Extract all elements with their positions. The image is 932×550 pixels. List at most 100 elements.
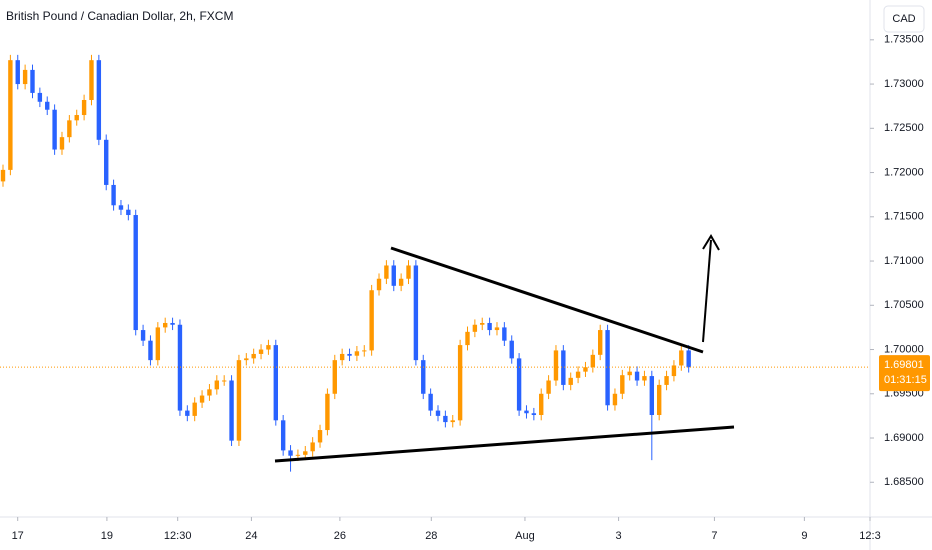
y-tick-label: 1.72000 (884, 166, 924, 178)
candle-body (104, 139, 109, 185)
candle-body (649, 376, 655, 416)
candle-body (568, 377, 573, 385)
candle-body (177, 324, 183, 411)
candle-body (37, 92, 43, 102)
x-tick-label: 19 (101, 530, 113, 542)
candle-body (347, 353, 352, 356)
candle-body (450, 420, 455, 423)
candle-body (45, 101, 50, 110)
candle-body (163, 322, 168, 328)
currency-label[interactable]: CAD (892, 13, 915, 25)
candle-body (0, 169, 6, 182)
candle-body (96, 60, 102, 140)
candle-body (140, 330, 146, 341)
candle-body (502, 327, 507, 341)
last-price-box (879, 355, 930, 392)
candle-body (524, 410, 529, 414)
candle-body (664, 376, 669, 385)
candle-body (52, 109, 57, 150)
candle-body (671, 365, 677, 377)
candle-body (295, 454, 301, 456)
candle-body (288, 450, 293, 456)
candle-body (15, 60, 20, 85)
last-price-label: 1.69801 (884, 359, 924, 371)
candle-body (443, 415, 448, 423)
candle-body (605, 330, 610, 406)
x-tick-label: 12:30 (164, 530, 192, 542)
candle-body (229, 380, 234, 441)
candle-body (89, 60, 94, 100)
candle-body (332, 360, 337, 394)
candle-body (67, 120, 72, 138)
candle-body (656, 384, 662, 416)
chart-title: British Pound / Canadian Dollar, 2h, FXC… (6, 9, 233, 23)
candle-body (155, 327, 161, 361)
y-tick-label: 1.69000 (884, 432, 924, 444)
candle-body (266, 345, 271, 350)
y-tick-label: 1.70000 (884, 343, 924, 355)
candle-body (185, 410, 190, 416)
candle-body (546, 380, 551, 394)
y-tick-label: 1.70500 (884, 299, 924, 311)
candle-body (273, 345, 278, 421)
x-tick-label: 12:3 (859, 530, 880, 542)
candle-body (148, 340, 153, 361)
candle-body (590, 354, 596, 368)
x-tick-label: 9 (801, 530, 807, 542)
support-trendline (274, 425, 735, 463)
candle-body (531, 413, 537, 416)
candle-body (362, 350, 367, 352)
candle-body (421, 360, 426, 394)
candle-body (413, 265, 419, 361)
candle-body (339, 353, 345, 361)
candle-body (384, 265, 389, 279)
x-tick-label: 26 (334, 530, 346, 542)
candle-body (207, 389, 212, 396)
candle-body (620, 375, 625, 394)
candle-body (642, 376, 647, 381)
candle-body (686, 350, 691, 368)
candle-body (553, 350, 559, 381)
candle-body (310, 442, 315, 452)
candle-body (583, 367, 588, 372)
candle-body (561, 350, 566, 385)
x-tick-label: 3 (616, 530, 622, 542)
x-tick-label: Aug (515, 530, 535, 542)
candle-body (406, 265, 411, 279)
candle-body (170, 322, 175, 325)
candle-body (612, 393, 618, 406)
candle-body (280, 420, 286, 451)
candle-body (244, 358, 249, 361)
x-tick-label: 28 (425, 530, 437, 542)
candle-body (118, 205, 124, 210)
candle-body (325, 393, 330, 431)
candle-body (251, 353, 256, 359)
candle-body (317, 430, 323, 443)
candle-body (133, 215, 138, 331)
candle-body (627, 371, 632, 376)
candle-body (480, 322, 485, 325)
candle-body (8, 60, 13, 170)
countdown-label: 01:31:15 (884, 374, 927, 386)
candle-body (428, 393, 433, 411)
candle-body (516, 358, 522, 411)
candle-body (679, 350, 684, 366)
candle-body (575, 371, 581, 378)
currency-button[interactable] (883, 5, 925, 33)
candle-body (199, 395, 205, 403)
y-tick-label: 1.73500 (884, 34, 924, 46)
candle-body (487, 322, 492, 331)
y-tick-label: 1.71500 (884, 211, 924, 223)
x-tick-label: 7 (711, 530, 717, 542)
y-tick-label: 1.72500 (884, 122, 924, 134)
candle-body (258, 349, 264, 354)
candle-body (369, 290, 374, 351)
candle-body (59, 137, 65, 150)
candle-body (354, 351, 360, 356)
y-tick-label: 1.73000 (884, 78, 924, 90)
candle-body (376, 278, 382, 291)
candle-body (634, 371, 640, 381)
candle-body (457, 345, 463, 421)
candle-body (221, 380, 227, 382)
